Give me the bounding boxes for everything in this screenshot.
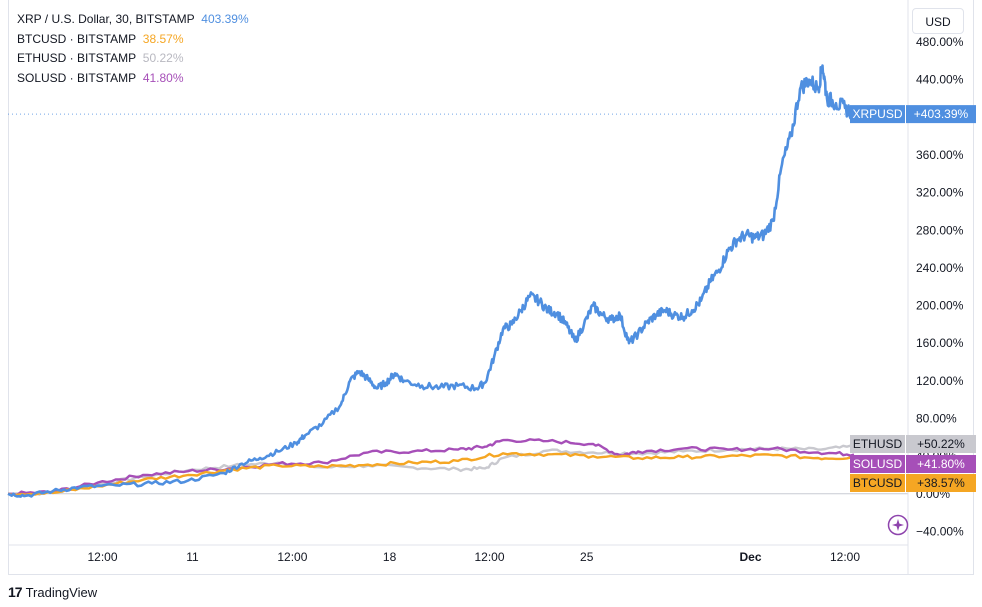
x-tick-label: Dec xyxy=(739,550,761,564)
y-tick-label: 200.00% xyxy=(916,299,964,313)
x-tick-label: 12:00 xyxy=(474,550,504,564)
y-tick-label: 80.00% xyxy=(916,412,957,426)
series-value-tag xyxy=(906,105,976,124)
y-tick-label: 360.00% xyxy=(916,148,964,162)
y-tick-label: 280.00% xyxy=(916,223,964,237)
y-tick-label: 120.00% xyxy=(916,374,964,388)
tradingview-brand[interactable]: 17 TradingView xyxy=(8,583,97,601)
legend-value: 41.80% xyxy=(142,70,184,85)
series-name-tag-text: XRPUSD xyxy=(852,107,902,121)
legend-symbol: BTCUSD · BITSTAMP xyxy=(17,31,137,46)
series-name-tag xyxy=(850,105,905,124)
x-tick-label: 25 xyxy=(580,550,594,564)
series-name-tag xyxy=(850,474,905,492)
x-tick-label: 12:00 xyxy=(277,550,307,564)
legend-row-eth[interactable]: ETHUSD · BITSTAMP 50.22% xyxy=(17,49,249,69)
series-value-tag-text: +403.39% xyxy=(914,107,969,121)
series-value-tag xyxy=(906,474,976,492)
x-tick-label: 11 xyxy=(186,550,199,564)
legend-symbol: XRP / U.S. Dollar, 30, BITSTAMP xyxy=(17,12,195,26)
y-tick-label: −40.00% xyxy=(916,524,964,538)
legend-row-xrp[interactable]: XRP / U.S. Dollar, 30, BITSTAMP 403.39% xyxy=(17,10,249,30)
series-line-solusd xyxy=(8,438,855,497)
series-name-tag-text: ETHUSD xyxy=(853,437,903,451)
chart-frame xyxy=(8,0,974,575)
y-tick-label: 440.00% xyxy=(916,73,964,87)
series-value-tag xyxy=(906,455,976,473)
y-tick-label: 320.00% xyxy=(916,186,964,200)
series-value-tag xyxy=(906,435,976,453)
series-name-tag xyxy=(850,455,905,473)
series-line-ethusd xyxy=(7,444,855,496)
legend-symbol: SOLUSD · BITSTAMP xyxy=(17,70,137,85)
x-tick-label: 18 xyxy=(383,550,397,564)
sparkle-icon xyxy=(887,514,909,536)
series-value-tag-text: +50.22% xyxy=(917,437,965,451)
series-value-tag-text: +38.57% xyxy=(917,476,965,490)
indicator-star-button[interactable] xyxy=(887,514,909,536)
y-tick-label: 240.00% xyxy=(916,261,964,275)
brand-name: TradingView xyxy=(25,584,98,600)
legend-value: 403.39% xyxy=(201,12,249,26)
series-name-tag-text: BTCUSD xyxy=(853,476,903,490)
legend: XRP / U.S. Dollar, 30, BITSTAMP 403.39% … xyxy=(17,10,249,88)
currency-button[interactable]: USD xyxy=(912,8,964,34)
series-line-btcusd xyxy=(7,452,855,497)
series-value-tag-text: +41.80% xyxy=(917,457,965,471)
x-tick-label: 12:00 xyxy=(830,550,860,564)
series-name-tag xyxy=(850,435,905,453)
legend-value: 38.57% xyxy=(142,31,184,46)
series-line-xrpusd xyxy=(7,64,856,498)
legend-symbol: ETHUSD · BITSTAMP xyxy=(17,51,137,65)
y-tick-label: 160.00% xyxy=(916,336,964,350)
series-name-tag-text: SOLUSD xyxy=(853,457,903,471)
x-tick-label: 12:00 xyxy=(87,550,117,564)
legend-value: 50.22% xyxy=(142,51,184,65)
y-tick-label: 480.00% xyxy=(916,35,964,49)
legend-row-sol[interactable]: SOLUSD · BITSTAMP 41.80% xyxy=(17,69,249,89)
legend-row-btc[interactable]: BTCUSD · BITSTAMP 38.57% xyxy=(17,30,249,50)
tradingview-logo-icon: 17 xyxy=(8,584,23,600)
